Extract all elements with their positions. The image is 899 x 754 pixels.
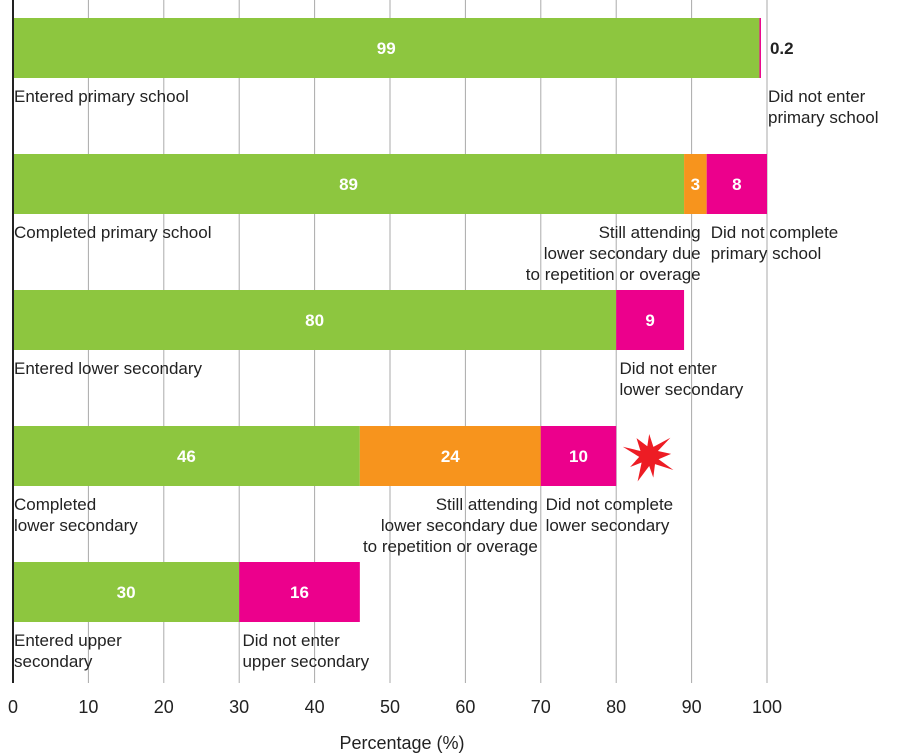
x-tick-label: 70 (531, 697, 551, 717)
bar-value-label: 8 (732, 175, 741, 194)
x-tick-label: 100 (752, 697, 782, 717)
x-tick-label: 20 (154, 697, 174, 717)
annotation-label: Still attending (436, 495, 538, 514)
x-tick-label: 30 (229, 697, 249, 717)
annotation-label: Entered primary school (14, 87, 189, 106)
bar-row: 80 9 (13, 290, 685, 350)
annotation-label: lower secondary (14, 516, 138, 535)
bar-segment (239, 562, 360, 622)
x-axis-ticks: 0 10 20 30 40 50 60 70 80 90 100 (8, 697, 782, 717)
annotation-label: Did not enter (619, 359, 717, 378)
annotation-label: Entered upper (14, 631, 122, 650)
annotation-label: Did not enter (768, 87, 866, 106)
annotation-label: primary school (711, 244, 822, 263)
bar-segment (540, 426, 617, 486)
x-tick-label: 0 (8, 697, 18, 717)
annotation-label: lower secondary (546, 516, 670, 535)
x-tick-label: 80 (606, 697, 626, 717)
bar-value-label: 99 (377, 39, 396, 58)
bar-value-label: 16 (290, 583, 309, 602)
bar-row: 99 0.2 (13, 18, 794, 78)
x-tick-label: 10 (78, 697, 98, 717)
annotation-label: lower secondary (619, 380, 743, 399)
annotation-label: Completed (14, 495, 96, 514)
bar-row: 30 16 (13, 562, 360, 622)
annotation-label: Did not enter (242, 631, 340, 650)
bar-value-label: 89 (339, 175, 358, 194)
burst-icon (622, 434, 674, 482)
bar-row: 46 24 10 (13, 426, 674, 486)
annotation-label: lower secondary due (381, 516, 538, 535)
x-tick-label: 90 (682, 697, 702, 717)
bar-segment (759, 18, 761, 78)
bar-segment (616, 290, 685, 350)
bar-value-label: 30 (117, 583, 136, 602)
annotation-label: Did not complete (546, 495, 674, 514)
bar-value-label: 9 (645, 311, 654, 330)
bar-segment (706, 154, 767, 214)
annotation-label: Did not complete (711, 223, 839, 242)
x-tick-label: 40 (305, 697, 325, 717)
bar-segment (13, 290, 617, 350)
bar-value-label: 46 (177, 447, 196, 466)
bar-row: 89 3 8 (13, 154, 767, 214)
annotation-label: secondary (14, 652, 93, 671)
bar-segment (13, 562, 240, 622)
bar-value-label: 0.2 (770, 39, 794, 58)
bar-segment (359, 426, 541, 486)
x-axis-title: Percentage (%) (339, 733, 464, 753)
annotation-label: Entered lower secondary (14, 359, 203, 378)
annotation-label: lower secondary due (544, 244, 701, 263)
bar-value-label: 24 (441, 447, 460, 466)
bar-segment (13, 18, 760, 78)
bar-segment (13, 154, 685, 214)
x-tick-label: 50 (380, 697, 400, 717)
annotations: Entered primary school Did not enter prima… (14, 87, 879, 671)
annotation-label: primary school (768, 108, 879, 127)
annotation-label: to repetition or overage (363, 537, 538, 556)
bar-value-label: 10 (569, 447, 588, 466)
annotation-label: to repetition or overage (526, 265, 701, 284)
bar-value-label: 80 (305, 311, 324, 330)
annotation-label: upper secondary (242, 652, 369, 671)
x-tick-label: 60 (455, 697, 475, 717)
annotation-label: Still attending (599, 223, 701, 242)
bar-segment (13, 426, 360, 486)
annotation-label: Completed primary school (14, 223, 211, 242)
bar-segment (684, 154, 707, 214)
bar-value-label: 3 (691, 175, 700, 194)
